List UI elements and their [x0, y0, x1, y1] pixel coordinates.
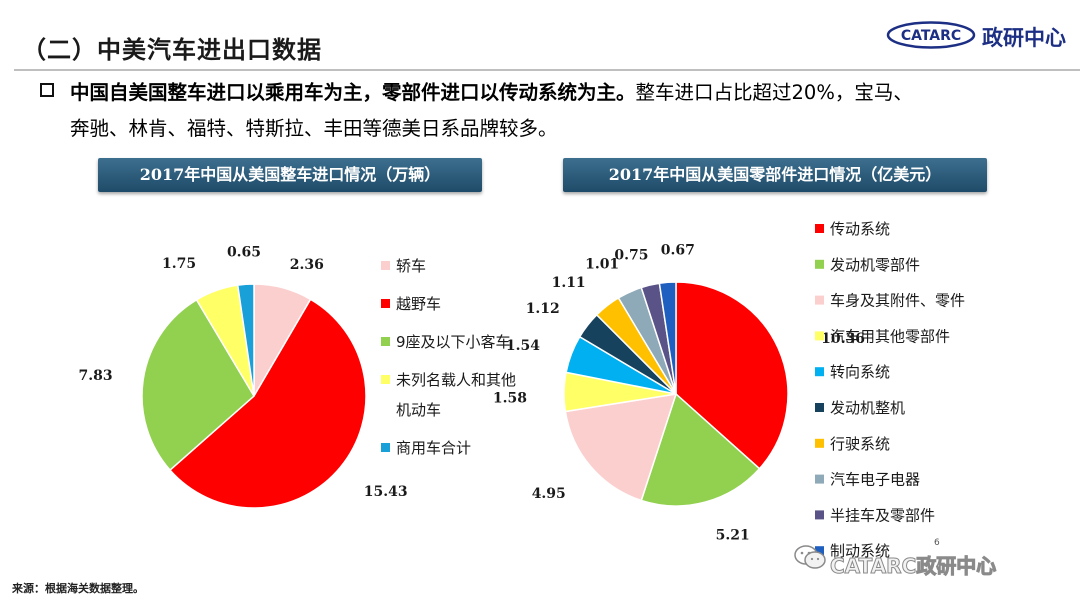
legend-swatch [381, 337, 390, 346]
legend-item: 9座及以下小客车 [381, 333, 511, 351]
pie-data-label: 0.67 [661, 242, 695, 258]
pie-data-label: 1.75 [162, 256, 196, 272]
legend-swatch [381, 299, 390, 308]
pie-slice [675, 281, 789, 470]
title-divider [14, 69, 1080, 71]
legend-item: 传动系统 [815, 220, 890, 238]
legend-label: 制动系统 [830, 542, 890, 560]
pie-data-label: 5.21 [716, 527, 750, 543]
bullet-strong-text: 中国自美国整车进口以乘用车为主，零部件进口以传动系统为主。 [70, 81, 636, 104]
legend-swatch [815, 367, 824, 377]
legend-item: 发动机零部件 [815, 256, 920, 274]
pie-data-label: 1.12 [526, 301, 560, 317]
legend-swatch [815, 224, 824, 233]
pie-data-label: 2.36 [290, 257, 324, 273]
pie-slice [236, 283, 255, 397]
pie-data-label: 4.95 [532, 486, 566, 502]
legend-item: 汽车用其他零部件 [815, 327, 950, 345]
page-number: 6 [934, 538, 940, 548]
pie-data-label: 1.01 [585, 256, 619, 272]
legend-swatch [815, 295, 824, 305]
pie-slice [658, 281, 677, 395]
wechat-icon [794, 545, 826, 569]
legend-item: 轿车 [381, 257, 426, 275]
legend-item: 半挂车及零部件 [815, 506, 935, 524]
legend-swatch [815, 546, 824, 556]
legend-label: 半挂车及零部件 [830, 506, 935, 524]
legend-item: 汽车电子电器 [815, 471, 920, 489]
legend-label: 未列名载人和其他 [396, 371, 516, 389]
bullet-rest-text: 整车进口占比超过20%，宝马、 [635, 81, 913, 104]
legend-item: 越野车 [381, 295, 441, 313]
pie-slice [141, 298, 255, 472]
legend-label: 车身及其附件、零件 [830, 292, 965, 310]
pie-slice [168, 298, 367, 509]
vehicle-chart-title: 2017年中国从美国整车进口情况（万辆） [98, 158, 482, 192]
bullet-square-icon [40, 83, 54, 97]
bullet-text-line1: 中国自美国整车进口以乘用车为主，零部件进口以传动系统为主。整车进口占比超过20%… [70, 76, 913, 105]
legend-label: 转向系统 [830, 363, 890, 381]
pie-data-label: 1.54 [506, 338, 540, 354]
legend-label: 行驶系统 [830, 435, 890, 453]
legend-swatch [381, 375, 390, 384]
pie-data-label: 1.58 [493, 390, 527, 406]
pie-data-label: 7.83 [78, 368, 112, 384]
pie-chart-2: 10.36 5.21 4.95 1.58 1.54 1.12 1.11 1.010.75 0.6… [493, 242, 865, 543]
legend-label: 轿车 [396, 257, 426, 275]
legend-item: 行驶系统 [815, 435, 890, 453]
legend-item: 商用车合计 [381, 439, 471, 457]
catarc-logo: CATARC [886, 21, 976, 49]
legend-label: 发动机零部件 [830, 256, 920, 274]
pie-data-label: 1.11 [552, 275, 586, 291]
legend-item: 车身及其附件、零件 [815, 292, 965, 310]
legend-item: 制动系统 [815, 542, 890, 560]
legend-label: 汽车用其他零部件 [830, 327, 950, 345]
legend-label: 机动车 [396, 401, 441, 419]
legend-swatch [381, 261, 390, 270]
pie-data-label: 0.75 [614, 248, 648, 264]
pie-data-label: 10.36 [821, 331, 865, 347]
bullet-text-line2: 奔驰、林肯、福特、特斯拉、丰田等德美日系品牌较多。 [70, 117, 558, 140]
legend-label: 商用车合计 [396, 439, 471, 457]
pie-data-label: 15.43 [364, 484, 408, 500]
legend-swatch [815, 438, 824, 448]
legend-swatch [815, 510, 824, 520]
pie-chart-1: 2.36 15.43 7.83 1.75 0.65 [78, 244, 408, 509]
legend-label: 传动系统 [830, 220, 890, 238]
legend-swatch [815, 331, 824, 341]
legend-swatch [381, 443, 390, 452]
pie-slice [564, 393, 678, 502]
legend-label: 越野车 [396, 295, 441, 313]
logo-text: 政研中心 [982, 26, 1066, 50]
page-title: （二）中美汽车进出口数据 [22, 36, 322, 64]
legend-item: 发动机整机 [815, 399, 905, 417]
legend-item: 转向系统 [815, 363, 890, 381]
legend-swatch [815, 403, 824, 412]
pie-data-label: 0.65 [227, 244, 261, 260]
watermark-text: CATARC政研中心 [829, 554, 997, 579]
source-note: 来源：根据海关数据整理。 [12, 582, 144, 595]
pie-slice [640, 392, 761, 507]
logo-mark-text: CATARC [901, 28, 961, 44]
legend-label: 发动机整机 [830, 399, 905, 417]
legend-2: 传动系统发动机零部件车身及其附件、零件汽车用其他零部件转向系统发动机整机行驶系统… [815, 220, 965, 560]
parts-chart-title: 2017年中国从美国零部件进口情况（亿美元） [563, 158, 987, 192]
legend-label: 汽车电子电器 [830, 471, 920, 489]
legend-swatch [815, 259, 824, 269]
legend-swatch [815, 474, 824, 484]
legend-label: 9座及以下小客车 [396, 333, 511, 351]
